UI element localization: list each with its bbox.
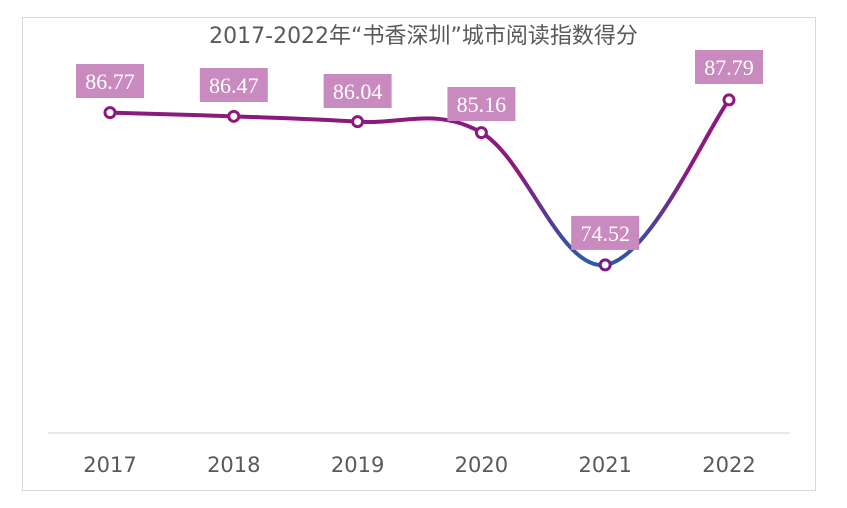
data-label-2018: 86.47 bbox=[199, 68, 268, 102]
data-label-text: 74.52 bbox=[580, 221, 630, 246]
data-point-2021 bbox=[598, 258, 612, 272]
data-label-text: 85.16 bbox=[457, 92, 507, 117]
chart-title: 2017-2022年“书香深圳”城市阅读指数得分 bbox=[209, 24, 638, 49]
data-label-2022: 87.79 bbox=[695, 50, 763, 84]
data-point-2020 bbox=[474, 126, 488, 140]
x-tick-label-2017: 2017 bbox=[83, 453, 136, 477]
data-label-text: 86.04 bbox=[333, 79, 383, 104]
chart-frame bbox=[22, 17, 816, 491]
data-label-text: 87.79 bbox=[704, 55, 754, 80]
data-point-2022 bbox=[722, 93, 736, 107]
data-label-text: 86.77 bbox=[85, 69, 135, 94]
data-point-2017 bbox=[103, 106, 117, 120]
x-tick-label-2022: 2022 bbox=[702, 453, 755, 477]
data-label-text: 86.47 bbox=[209, 73, 259, 98]
data-label-2020: 85.16 bbox=[447, 87, 516, 121]
data-label-2017: 86.77 bbox=[76, 64, 144, 98]
data-label-2021: 74.52 bbox=[571, 215, 640, 250]
data-label-2019: 86.04 bbox=[323, 74, 392, 108]
x-tick-label-2019: 2019 bbox=[331, 453, 384, 477]
x-tick-label-2018: 2018 bbox=[207, 453, 260, 477]
data-point-2018 bbox=[227, 109, 241, 123]
x-tick-label-2021: 2021 bbox=[578, 453, 631, 477]
x-tick-label-2020: 2020 bbox=[455, 453, 508, 477]
data-point-2019 bbox=[351, 115, 365, 129]
